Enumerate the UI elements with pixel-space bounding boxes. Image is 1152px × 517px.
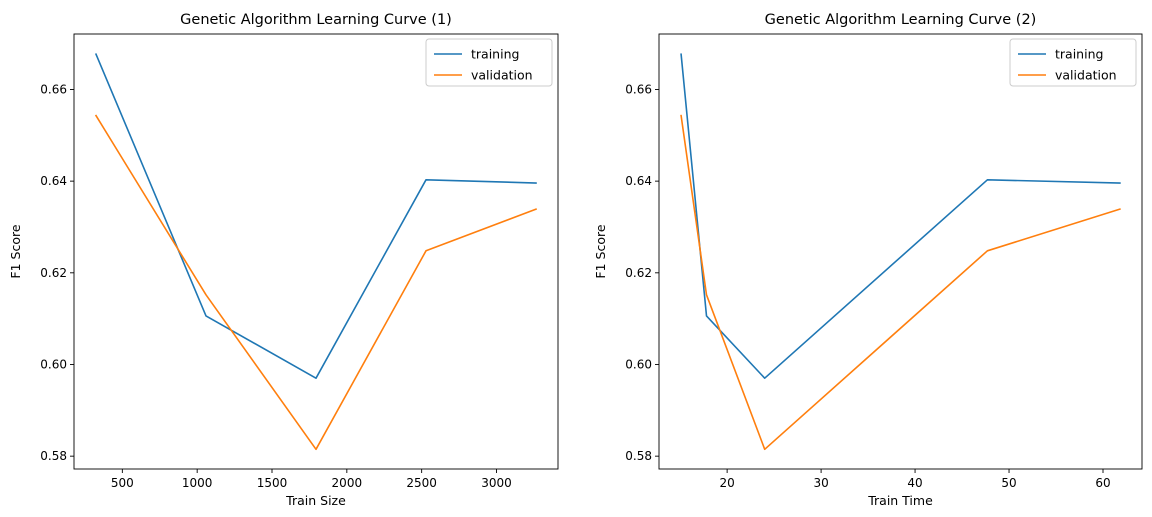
x-tick-label: 2000 bbox=[332, 476, 363, 490]
y-tick-label: 0.62 bbox=[40, 266, 67, 280]
legend-label-training: training bbox=[1055, 47, 1103, 62]
series-line-validation bbox=[94, 114, 538, 451]
y-axis-label: F1 Score bbox=[8, 224, 23, 278]
legend: training validation bbox=[425, 38, 553, 87]
legend-label-training: training bbox=[471, 47, 519, 62]
x-axis-label: Train Size bbox=[285, 493, 346, 508]
x-tick-label: 2500 bbox=[406, 476, 437, 490]
x-tick-label: 20 bbox=[719, 476, 734, 490]
chart-2: Genetic Algorithm Learning Curve (2) 20 30… bbox=[593, 12, 1143, 508]
x-tick-label: 50 bbox=[1001, 476, 1016, 490]
y-tick-label: 0.64 bbox=[625, 174, 652, 188]
legend: training validation bbox=[1009, 38, 1137, 87]
y-tick-label: 0.60 bbox=[40, 357, 67, 371]
x-tick-label: 500 bbox=[111, 476, 134, 490]
x-tick-label: 1000 bbox=[182, 476, 213, 490]
x-tick-label: 40 bbox=[907, 476, 922, 490]
series-line-validation bbox=[680, 114, 1121, 451]
x-tick-label: 30 bbox=[813, 476, 828, 490]
series-line-training bbox=[680, 53, 1121, 380]
chart-title: Genetic Algorithm Learning Curve (2) bbox=[765, 12, 1037, 28]
axes-frame bbox=[73, 33, 559, 470]
y-tick-label: 0.58 bbox=[625, 449, 652, 463]
chart-1: Genetic Algorithm Learning Curve (1) 500 1… bbox=[8, 12, 559, 508]
chart-title: Genetic Algorithm Learning Curve (1) bbox=[180, 12, 452, 28]
series-line-training bbox=[94, 53, 537, 380]
x-tick-label: 1500 bbox=[257, 476, 288, 490]
x-tick-label: 60 bbox=[1095, 476, 1110, 490]
y-tick-label: 0.58 bbox=[40, 449, 67, 463]
y-tick-label: 0.66 bbox=[40, 82, 67, 96]
legend-label-validation: validation bbox=[471, 68, 533, 83]
y-tick-label: 0.64 bbox=[40, 174, 67, 188]
axes-frame bbox=[658, 33, 1143, 470]
y-axis-label: F1 Score bbox=[593, 224, 608, 278]
legend-label-validation: validation bbox=[1055, 68, 1117, 83]
y-tick-label: 0.66 bbox=[625, 82, 652, 96]
y-tick-label: 0.62 bbox=[625, 266, 652, 280]
x-axis-label: Train Time bbox=[867, 493, 933, 508]
x-tick-label: 3000 bbox=[481, 476, 512, 490]
y-tick-label: 0.60 bbox=[625, 357, 652, 371]
